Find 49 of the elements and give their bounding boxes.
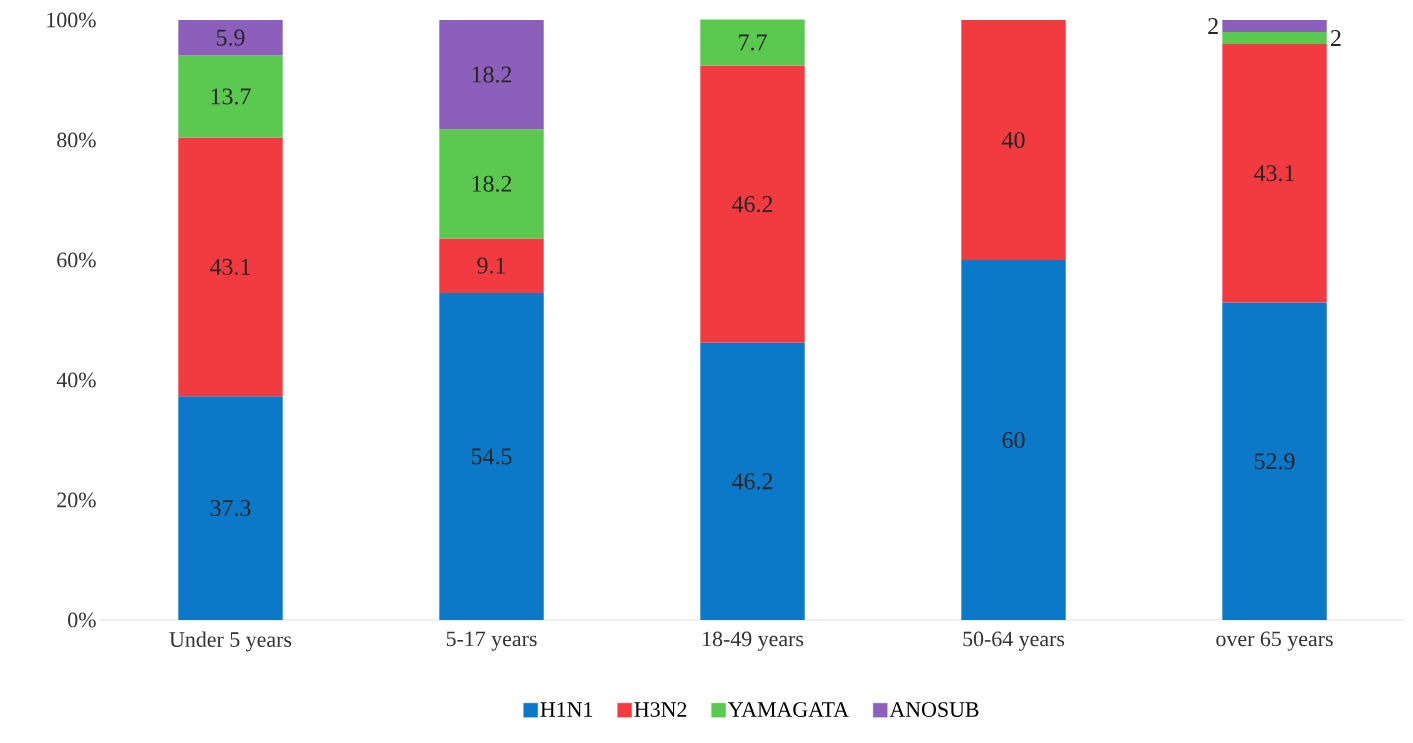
bar [961, 259, 1066, 620]
data-label: 2 [1208, 18, 1218, 34]
y-tick-label: 0% [68, 612, 96, 628]
data-label: 18.2 [472, 175, 512, 192]
data-label: 9.1 [477, 257, 506, 274]
bar [1222, 43, 1327, 303]
y-tick-label: 80% [57, 132, 96, 148]
y-tick-label: 60% [57, 252, 96, 268]
data-label: 7.7 [739, 34, 767, 51]
bar [439, 292, 544, 620]
bar [1222, 302, 1327, 620]
x-tick-label: over 65 years [1216, 631, 1333, 651]
data-label: 46.2 [732, 196, 773, 213]
data-label: 52.9 [1255, 453, 1295, 470]
bar [700, 19, 805, 66]
x-tick-label: Under 5 years [169, 631, 292, 652]
bar [700, 65, 805, 343]
data-label: 54.5 [471, 448, 512, 465]
legend-label: H3N2 [634, 702, 687, 717]
data-label: 43.1 [210, 258, 250, 275]
bar [439, 129, 544, 239]
legend-label: ANOSUB [889, 702, 979, 717]
x-tick-label: 50-64 years [963, 631, 1065, 651]
legend-label: YAMAGATA [728, 702, 849, 717]
data-label: 5.9 [216, 29, 245, 46]
bar [439, 19, 544, 130]
bar [178, 396, 283, 620]
bar [439, 238, 544, 293]
y-tick-label: 100% [47, 12, 96, 28]
y-tick-label: 40% [56, 372, 96, 388]
data-label: 13.7 [211, 88, 251, 105]
data-label: 37.3 [210, 500, 251, 517]
bar [178, 137, 283, 397]
legend-label: H1N1 [540, 702, 593, 717]
bar [178, 55, 283, 138]
bar [1222, 19, 1327, 32]
data-label: 40 [1002, 131, 1025, 149]
bar [1222, 31, 1327, 44]
data-label: 43.1 [1254, 165, 1295, 182]
x-tick-label: 5-17 years [446, 631, 537, 651]
x-tick-label: 18-49 years [703, 631, 804, 651]
data-label: 46.2 [732, 473, 773, 490]
y-tick-label: 20% [57, 492, 96, 508]
data-label: 2 [1330, 30, 1341, 46]
data-label: 18.2 [472, 66, 512, 83]
bar [961, 19, 1066, 260]
data-label: 60 [1002, 431, 1025, 449]
bar [178, 19, 283, 56]
bar [700, 342, 805, 620]
